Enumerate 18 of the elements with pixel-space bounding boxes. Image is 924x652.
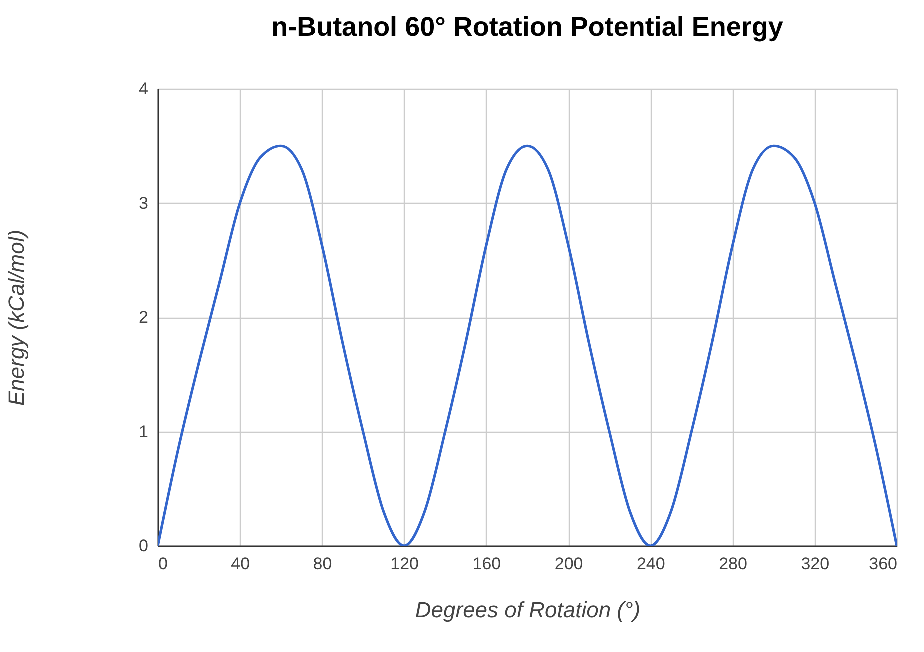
x-axis-title: Degrees of Rotation (°)	[415, 598, 641, 622]
y-tick-label: 3	[139, 194, 148, 213]
y-axis-title: Energy (kCal/mol)	[4, 230, 30, 406]
x-tick-label: 240	[636, 554, 666, 574]
x-tick-label: 320	[801, 554, 830, 574]
y-tick-label: 1	[139, 422, 148, 442]
x-tick-label: 80	[313, 554, 332, 574]
y-tick-label: 4	[139, 80, 148, 98]
x-tick-label: 280	[719, 554, 748, 574]
x-tick-label: 360	[869, 554, 898, 574]
x-tick-label: 160	[472, 554, 502, 574]
x-tick-label: 40	[231, 554, 250, 574]
x-tick-label: 120	[390, 554, 420, 574]
y-tick-label: 2	[139, 308, 148, 327]
chart-title: n-Butanol 60° Rotation Potential Energy	[272, 12, 784, 42]
x-tick-label: 200	[554, 554, 584, 574]
y-tick-label: 0	[139, 536, 148, 556]
x-tick-label: 0	[158, 554, 168, 574]
